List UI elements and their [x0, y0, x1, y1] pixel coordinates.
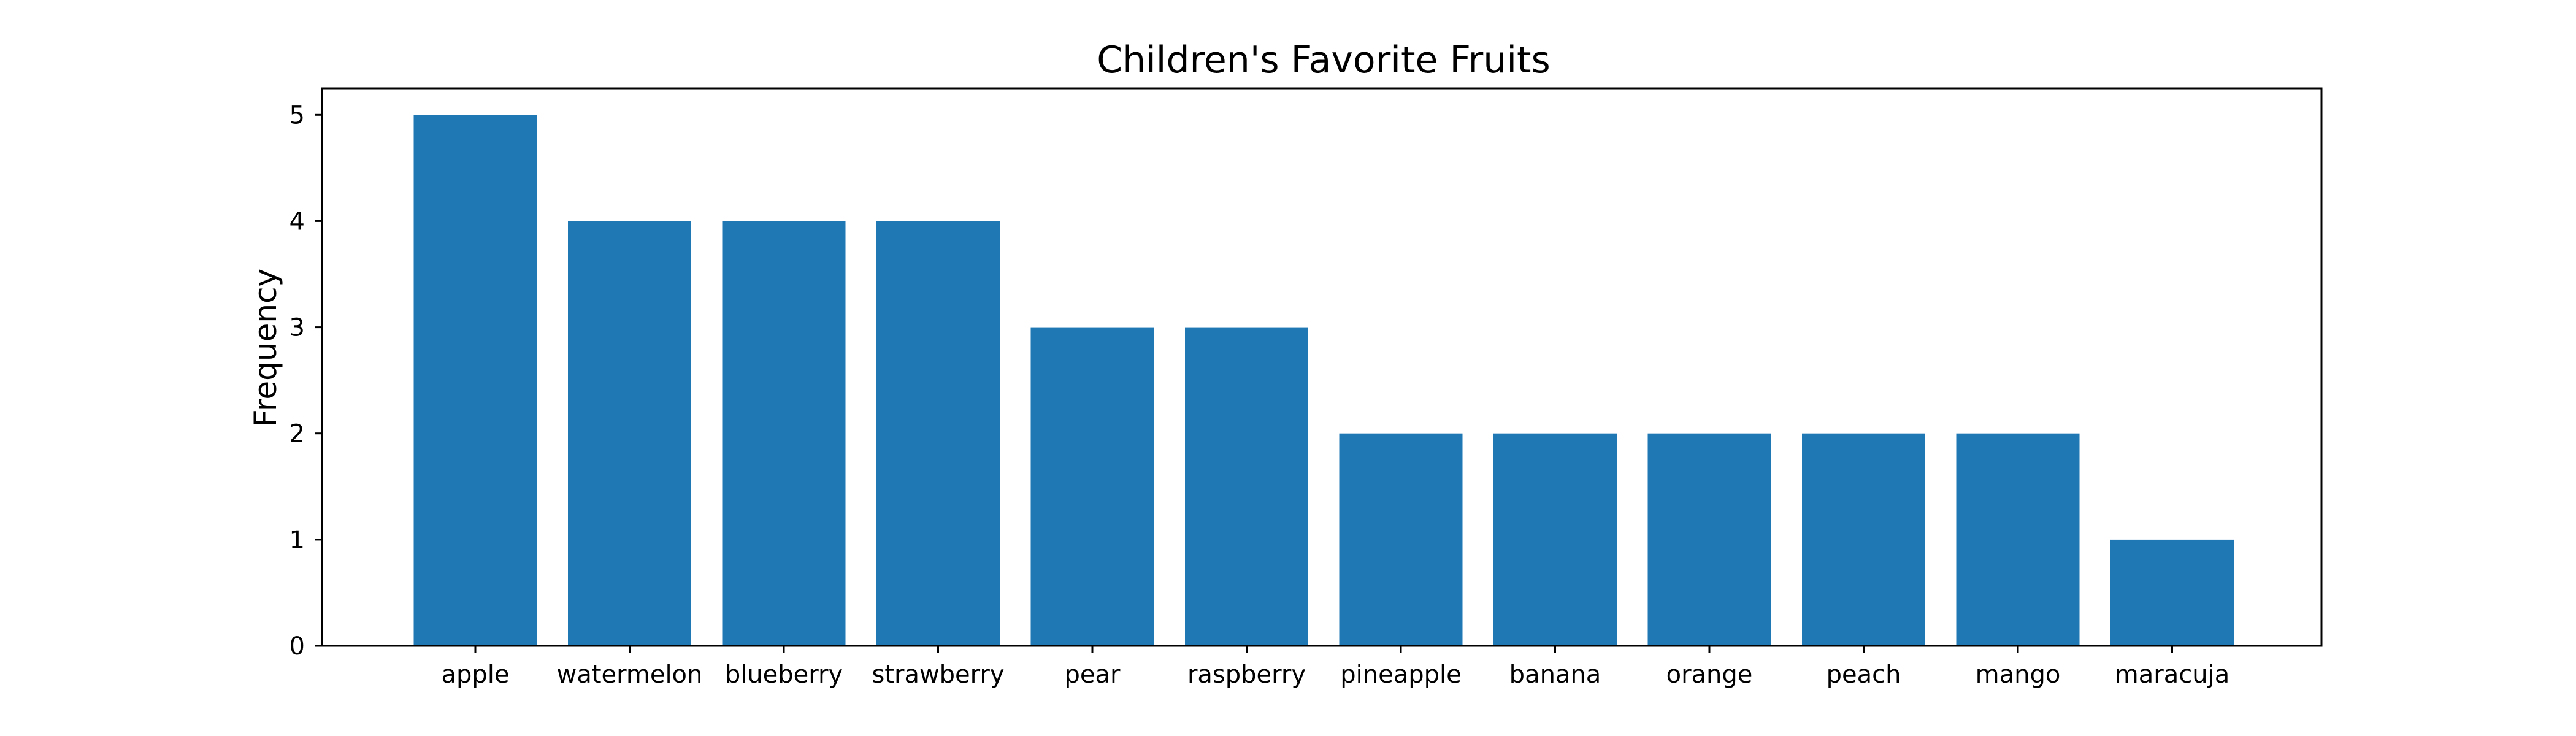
y-tick-label: 3: [289, 314, 305, 342]
plot-area-frame: [321, 87, 2323, 647]
y-axis: 0 1 2 3 4 5: [289, 101, 322, 661]
x-tick-label: mango: [1976, 661, 2061, 689]
x-tick-label: pineapple: [1340, 661, 1461, 689]
y-tick-label: 0: [289, 632, 305, 661]
x-axis: apple watermelon blueberry strawberry pear ra…: [441, 646, 2229, 689]
bar-pear: [1030, 327, 1154, 646]
x-tick-label: maracuja: [2115, 661, 2229, 689]
bar-mango: [1956, 433, 2080, 646]
bar-maracuja: [2110, 539, 2234, 646]
y-axis-label: Frequency: [248, 269, 283, 427]
bar-watermelon: [568, 221, 691, 646]
x-tick-label: watermelon: [557, 661, 703, 689]
bar-orange: [1647, 433, 1771, 646]
x-tick-label: pear: [1065, 661, 1121, 689]
x-tick-label: strawberry: [872, 661, 1004, 689]
bar-apple: [413, 115, 537, 646]
bar-banana: [1493, 433, 1617, 646]
bars-group: [413, 115, 2234, 646]
y-tick-label: 1: [289, 526, 305, 554]
x-tick-label: raspberry: [1187, 661, 1306, 689]
bar-peach: [1802, 433, 1925, 646]
bar-blueberry: [722, 221, 846, 646]
y-tick-label: 4: [289, 207, 305, 236]
x-tick-label: peach: [1827, 661, 1901, 689]
bar-raspberry: [1185, 327, 1308, 646]
y-tick-label: 5: [289, 101, 305, 129]
y-tick-label: 2: [289, 420, 305, 448]
x-tick-label: blueberry: [725, 661, 843, 689]
x-tick-label: orange: [1666, 661, 1753, 689]
chart-title: Children's Favorite Fruits: [1097, 39, 1551, 82]
x-tick-label: banana: [1509, 661, 1601, 689]
x-tick-label: apple: [441, 661, 509, 689]
bar-pineapple: [1339, 433, 1463, 646]
bar-strawberry: [876, 221, 1000, 646]
